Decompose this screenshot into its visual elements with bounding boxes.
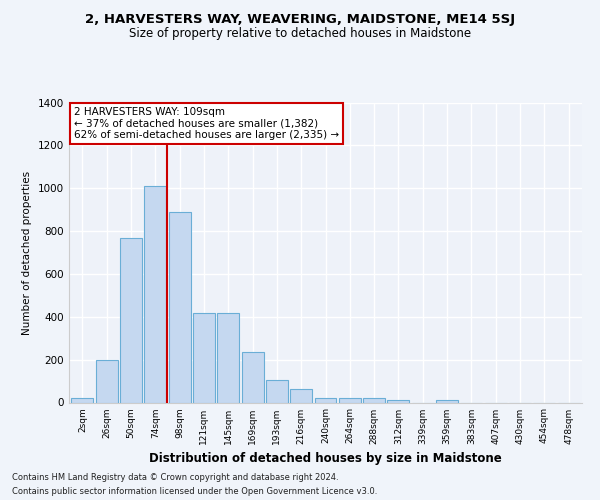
- Bar: [145, 186, 166, 402]
- Bar: [242, 352, 263, 403]
- Text: 2, HARVESTERS WAY, WEAVERING, MAIDSTONE, ME14 5SJ: 2, HARVESTERS WAY, WEAVERING, MAIDSTONE,…: [85, 12, 515, 26]
- Bar: [290, 388, 312, 402]
- Bar: [71, 398, 94, 402]
- Bar: [193, 312, 215, 402]
- Bar: [363, 398, 385, 402]
- Bar: [436, 400, 458, 402]
- Bar: [169, 212, 191, 402]
- Bar: [120, 238, 142, 402]
- Y-axis label: Number of detached properties: Number of detached properties: [22, 170, 32, 334]
- Text: Size of property relative to detached houses in Maidstone: Size of property relative to detached ho…: [129, 28, 471, 40]
- Text: Contains HM Land Registry data © Crown copyright and database right 2024.: Contains HM Land Registry data © Crown c…: [12, 472, 338, 482]
- Bar: [339, 398, 361, 402]
- Bar: [217, 312, 239, 402]
- X-axis label: Distribution of detached houses by size in Maidstone: Distribution of detached houses by size …: [149, 452, 502, 465]
- Bar: [266, 380, 288, 402]
- Bar: [314, 398, 337, 402]
- Text: 2 HARVESTERS WAY: 109sqm
← 37% of detached houses are smaller (1,382)
62% of sem: 2 HARVESTERS WAY: 109sqm ← 37% of detach…: [74, 107, 339, 140]
- Text: Contains public sector information licensed under the Open Government Licence v3: Contains public sector information licen…: [12, 488, 377, 496]
- Bar: [388, 400, 409, 402]
- Bar: [96, 360, 118, 403]
